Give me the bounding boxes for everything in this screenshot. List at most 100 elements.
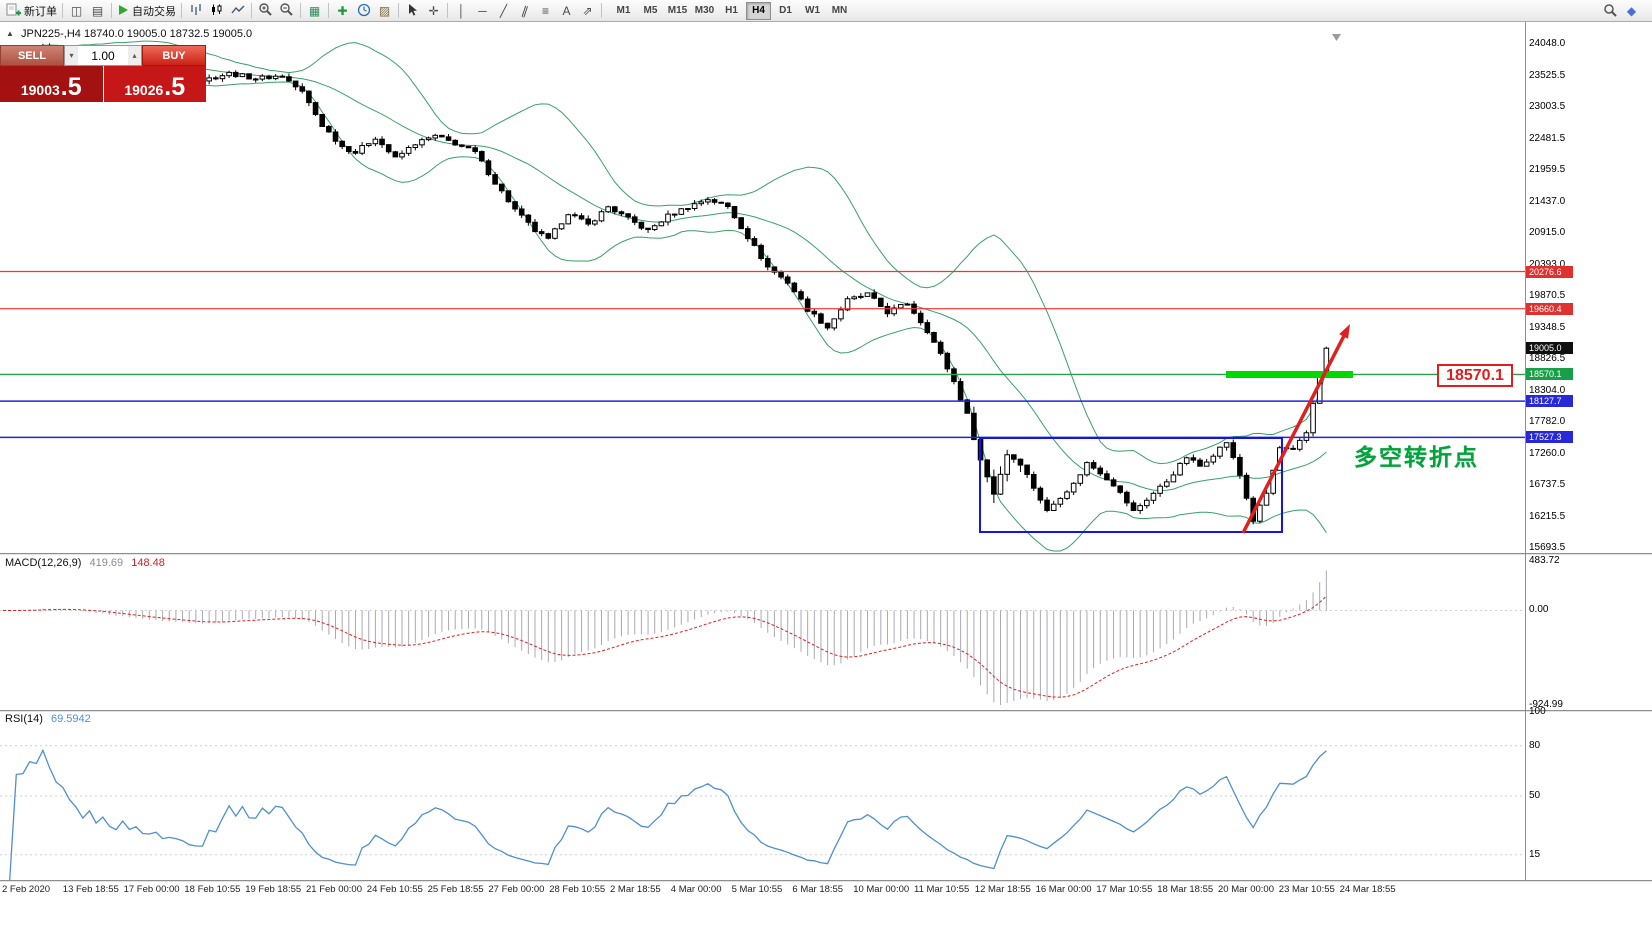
trendline-icon: ╱ — [499, 3, 508, 18]
sell-price-main: 19003 — [20, 81, 60, 98]
green-level-price-tag: 18570.1 — [1526, 368, 1573, 381]
templates-icon: ▨ — [378, 3, 391, 18]
zoom-out-button[interactable] — [276, 1, 297, 20]
zoom-in-button[interactable] — [255, 1, 276, 20]
volume-spinner[interactable]: ▾ 1.00 ▴ — [64, 45, 142, 66]
tile-windows-button[interactable]: ▦ — [304, 1, 325, 20]
level-price-label[interactable]: 18570.1 — [1437, 364, 1513, 387]
timeframe-m15[interactable]: M15 — [667, 5, 688, 16]
rsi-scale-value: 50 — [1529, 790, 1541, 801]
macd-indicator-label: MACD(12,26,9) 419.69 148.48 — [5, 557, 165, 569]
time-label: 21 Feb 00:00 — [306, 884, 362, 895]
price-tick: 19870.5 — [1529, 290, 1566, 301]
charts-window-button[interactable]: ◫ — [66, 1, 87, 20]
timeframe-w1[interactable]: W1 — [805, 5, 820, 16]
trendline-button[interactable]: ╱ — [493, 1, 514, 20]
horizontal-line-button[interactable]: ─ — [472, 1, 493, 20]
volume-down-button[interactable]: ▾ — [65, 46, 78, 65]
price-tick: 19348.5 — [1529, 321, 1566, 333]
new-order-button[interactable]: 新订单 — [4, 1, 59, 20]
templates-button[interactable]: ▨ — [374, 1, 395, 20]
rsi-scale-value: 100 — [1529, 706, 1546, 717]
price-tick: 24048.0 — [1529, 38, 1566, 49]
fibonacci-button[interactable]: ≡ — [535, 1, 556, 20]
price-tick: 16215.5 — [1529, 510, 1566, 522]
time-label: 24 Feb 10:55 — [366, 884, 423, 895]
time-label: 24 Mar 18:55 — [1339, 884, 1396, 895]
vertical-line-icon: │ — [457, 3, 466, 18]
time-label: 16 Mar 00:00 — [1035, 884, 1092, 895]
buy-button[interactable]: BUY — [142, 45, 206, 66]
chart-expand-icon[interactable]: ▲ — [6, 29, 14, 38]
crosshair-button[interactable]: ✛ — [423, 1, 444, 20]
bar-chart-type-icon — [189, 3, 203, 18]
line-chart-type-button[interactable] — [227, 1, 248, 20]
line-chart-type-icon — [230, 4, 245, 17]
bar-chart-type-button[interactable] — [185, 1, 206, 20]
vertical-line-button[interactable]: │ — [451, 1, 472, 20]
timeframe-h1[interactable]: H1 — [725, 5, 738, 16]
candlestick-type-icon — [210, 4, 224, 18]
zoom-out-icon — [279, 2, 294, 19]
macd-scale-value: -924.99 — [1529, 698, 1563, 710]
one-click-trading-panel: SELL ▾ 1.00 ▴ BUY 19003 .5 19026 .5 — [0, 45, 206, 102]
profiles-icon: ▤ — [91, 3, 104, 18]
periods-button[interactable] — [353, 1, 374, 20]
toolbar-separator — [251, 3, 252, 18]
time-label: 23 Mar 10:55 — [1278, 884, 1335, 895]
volume-value[interactable]: 1.00 — [91, 48, 115, 63]
time-label: 13 Feb 18:55 — [62, 884, 119, 895]
toolbar-separator — [300, 3, 301, 18]
timeframe-group: M1 M5 M15 M30 H1 H4 D1 W1 MN — [610, 1, 853, 20]
rsi-scale-value: 15 — [1529, 848, 1541, 860]
text-button[interactable]: A — [556, 1, 577, 20]
timeframe-m1[interactable]: M1 — [616, 5, 631, 16]
macd-value-signal: 148.48 — [131, 557, 165, 569]
cursor-button[interactable] — [402, 1, 423, 20]
time-label: 25 Feb 18:55 — [427, 884, 484, 895]
timeframe-h4[interactable]: H4 — [746, 1, 771, 20]
arrows-tool-button[interactable]: ⇗ — [577, 1, 598, 20]
channel-icon: ∥ — [519, 2, 530, 19]
time-axis[interactable]: 2 Feb 2020 13 Feb 18:55 17 Feb 00:00 18 Feb… — [0, 881, 1652, 899]
time-label: 5 Mar 10:55 — [731, 884, 783, 895]
sell-price[interactable]: 19003 .5 — [0, 66, 103, 102]
price-scale[interactable]: 24048.0 23525.5 23003.5 22481.5 21959.5 21437… — [1526, 22, 1652, 922]
timeframe-d1[interactable]: D1 — [779, 5, 792, 16]
candlestick-type-button[interactable] — [206, 1, 227, 20]
auto-trading-button-button[interactable]: 自动交易 — [115, 1, 178, 20]
resistance-upper-price-tag: 20276.6 — [1526, 265, 1573, 278]
time-label: 12 Mar 18:55 — [974, 884, 1031, 895]
fibonacci-icon: ≡ — [541, 3, 549, 18]
time-label: 28 Feb 10:55 — [549, 884, 606, 895]
timeframe-m30[interactable]: M30 — [694, 5, 715, 16]
time-label: 18 Feb 10:55 — [184, 884, 241, 895]
toolbar: 新订单 ◫ ▤ 自动交易 ▦ ✚ ▨ ✛ │ ─ ╱ ∥ ≡ A ⇗ M1 M5 M15 M30 H1 H4 D1 W1… — [0, 0, 1652, 22]
price-tick: 15693.5 — [1529, 542, 1566, 553]
sell-button[interactable]: SELL — [0, 45, 64, 66]
indicators-button[interactable]: ✚ — [332, 1, 353, 20]
volume-up-button[interactable]: ▴ — [128, 46, 141, 65]
buy-price[interactable]: 19026 .5 — [103, 66, 206, 102]
price-tick: 21437.0 — [1529, 195, 1566, 207]
search-icon[interactable] — [1600, 1, 1621, 20]
profiles-button[interactable]: ▤ — [87, 1, 108, 20]
quotes-icon[interactable]: ◆ — [1626, 3, 1637, 18]
toolbar-right-group: ◆ — [1600, 1, 1648, 20]
rsi-indicator-label: RSI(14) 69.5942 — [5, 713, 91, 725]
timeframe-m5[interactable]: M5 — [643, 5, 658, 16]
toolbar-separator — [62, 3, 63, 18]
toolbar-separator — [447, 3, 448, 18]
price-tick: 23003.5 — [1529, 101, 1566, 112]
channel-button[interactable]: ∥ — [514, 1, 535, 20]
time-label: 27 Feb 00:00 — [488, 884, 545, 895]
toolbar-separator — [181, 3, 182, 18]
text-icon: A — [562, 3, 571, 18]
current-price-price-tag: 19005.0 — [1526, 342, 1573, 355]
macd-scale-value: 483.72 — [1529, 555, 1560, 566]
time-label: 17 Feb 00:00 — [123, 884, 180, 895]
price-tick: 18304.0 — [1529, 384, 1566, 396]
timeframe-mn[interactable]: MN — [831, 5, 848, 16]
auto-trading-button — [117, 4, 129, 18]
